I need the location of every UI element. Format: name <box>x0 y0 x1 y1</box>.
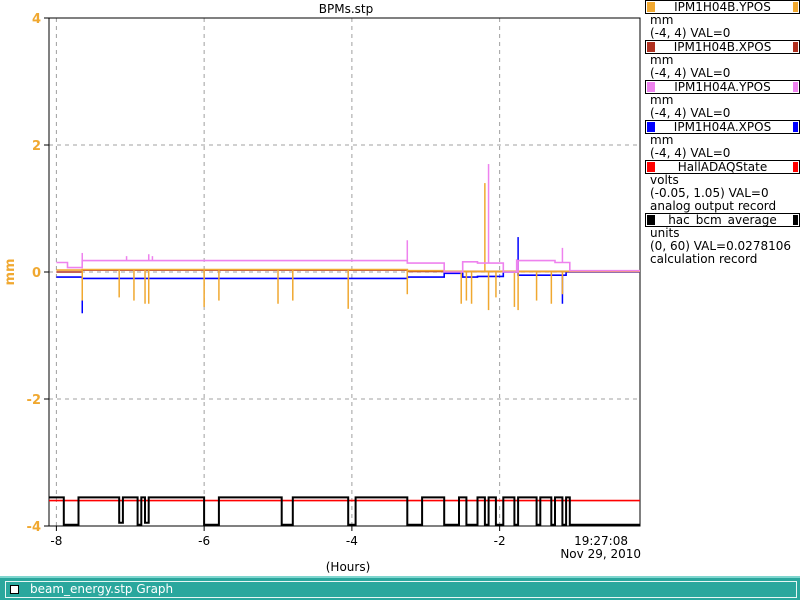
legend-item-ipm1h04b-ypos: IPM1H04B.YPOS mm (-4, 4) VAL=0 <box>645 0 800 40</box>
legend-name: IPM1H04A.XPOS <box>673 120 772 134</box>
legend-swatch-bar: IPM1H04B.YPOS <box>645 0 800 14</box>
legend-color-swatch <box>793 215 798 225</box>
x-tick-label: -4 <box>346 534 358 548</box>
legend-name: IPM1H04B.XPOS <box>673 40 772 54</box>
legend-color-swatch <box>793 2 798 12</box>
legend-color-swatch <box>793 122 798 132</box>
legend-item-halladaqstate: HallADAQState volts (-0.05, 1.05) VAL=0 ana… <box>645 160 800 213</box>
legend-detail-line: mm <box>650 53 674 67</box>
legend-item-ipm1h04a-ypos: IPM1H04A.YPOS mm (-4, 4) VAL=0 <box>645 80 800 120</box>
legend-item-ipm1h04b-xpos: IPM1H04B.XPOS mm (-4, 4) VAL=0 <box>645 40 800 80</box>
legend-detail-line: (-0.05, 1.05) VAL=0 <box>650 186 769 200</box>
window-icon <box>10 585 19 594</box>
legend-color-swatch <box>793 82 798 92</box>
legend-swatch-bar: IPM1H04B.XPOS <box>645 40 800 54</box>
x-axis-label: (Hours) <box>326 560 371 574</box>
legend-detail-line: (-4, 4) VAL=0 <box>650 26 731 40</box>
y-tick-label: 0 <box>32 266 41 281</box>
legend-detail-line: (0, 60) VAL=0.0278106 <box>650 239 791 253</box>
x-tick-label: -6 <box>198 534 210 548</box>
legend-swatch-bar: IPM1H04A.XPOS <box>645 120 800 134</box>
y-tick-label: 4 <box>32 12 41 27</box>
legend-color-swatch <box>647 82 655 92</box>
legend-detail-line: calculation record <box>650 252 758 266</box>
legend-detail-line: analog output record <box>650 199 777 213</box>
legend-item-ipm1h04a-xpos: IPM1H04A.XPOS mm (-4, 4) VAL=0 <box>645 120 800 160</box>
legend-swatch-bar: hac_bcm_average <box>645 213 800 227</box>
series-line-ipm1h04a-ypos <box>56 259 640 273</box>
legend-name: IPM1H04A.YPOS <box>674 80 771 94</box>
legend-color-swatch <box>647 215 655 225</box>
y-axis-label: mm <box>3 258 18 285</box>
legend-color-swatch <box>793 162 798 172</box>
legend-name: IPM1H04B.YPOS <box>674 0 771 14</box>
legend-swatch-bar: IPM1H04A.YPOS <box>645 80 800 94</box>
timestamp-time: 19:27:08 <box>574 534 628 548</box>
legend-color-swatch <box>647 122 655 132</box>
series-layer <box>49 164 640 526</box>
y-tick-label: -2 <box>27 393 41 408</box>
taskbar-window-label: beam_energy.stp Graph <box>30 582 174 596</box>
legend-color-swatch <box>647 42 655 52</box>
legend-color-swatch <box>647 2 655 12</box>
legend: IPM1H04B.YPOS mm (-4, 4) VAL=0 IPM1H04B.XPO… <box>645 0 800 266</box>
series-line-ipm1h04a-xpos <box>56 271 640 280</box>
taskbar: beam_energy.stp Graph <box>0 576 800 600</box>
legend-swatch-bar: HallADAQState <box>645 160 800 174</box>
y-tick-label: 2 <box>32 139 41 154</box>
legend-name: HallADAQState <box>677 160 768 174</box>
legend-detail-line: mm <box>650 133 674 147</box>
axes-layer: -8 -6 -4 -2 4 2 0 -2 -4 <box>27 12 506 548</box>
legend-detail-line: (-4, 4) VAL=0 <box>650 146 731 160</box>
taskbar-window-button[interactable]: beam_energy.stp Graph <box>5 581 797 598</box>
legend-detail-line: mm <box>650 13 674 27</box>
chart-title: BPMs.stp <box>319 2 373 16</box>
timestamp-date: Nov 29, 2010 <box>560 547 641 561</box>
chart: -8 -6 -4 -2 4 2 0 -2 -4 BPMs.stp (Hours) mm 19:2… <box>3 2 641 574</box>
legend-color-swatch <box>647 162 655 172</box>
y-tick-label: -4 <box>27 520 41 535</box>
x-tick-label: -8 <box>50 534 62 548</box>
legend-color-swatch <box>793 42 798 52</box>
legend-detail-line: mm <box>650 93 674 107</box>
legend-detail-line: units <box>650 226 680 240</box>
legend-item-hac-bcm-average: hac_bcm_average units (0, 60) VAL=0.027810… <box>645 213 800 266</box>
x-tick-label: -2 <box>494 534 506 548</box>
legend-name: hac_bcm_average <box>668 213 777 227</box>
series-line-hac-bcm-average <box>49 496 640 526</box>
legend-detail-line: (-4, 4) VAL=0 <box>650 106 731 120</box>
legend-detail-line: (-4, 4) VAL=0 <box>650 66 731 80</box>
legend-detail-line: volts <box>650 173 679 187</box>
